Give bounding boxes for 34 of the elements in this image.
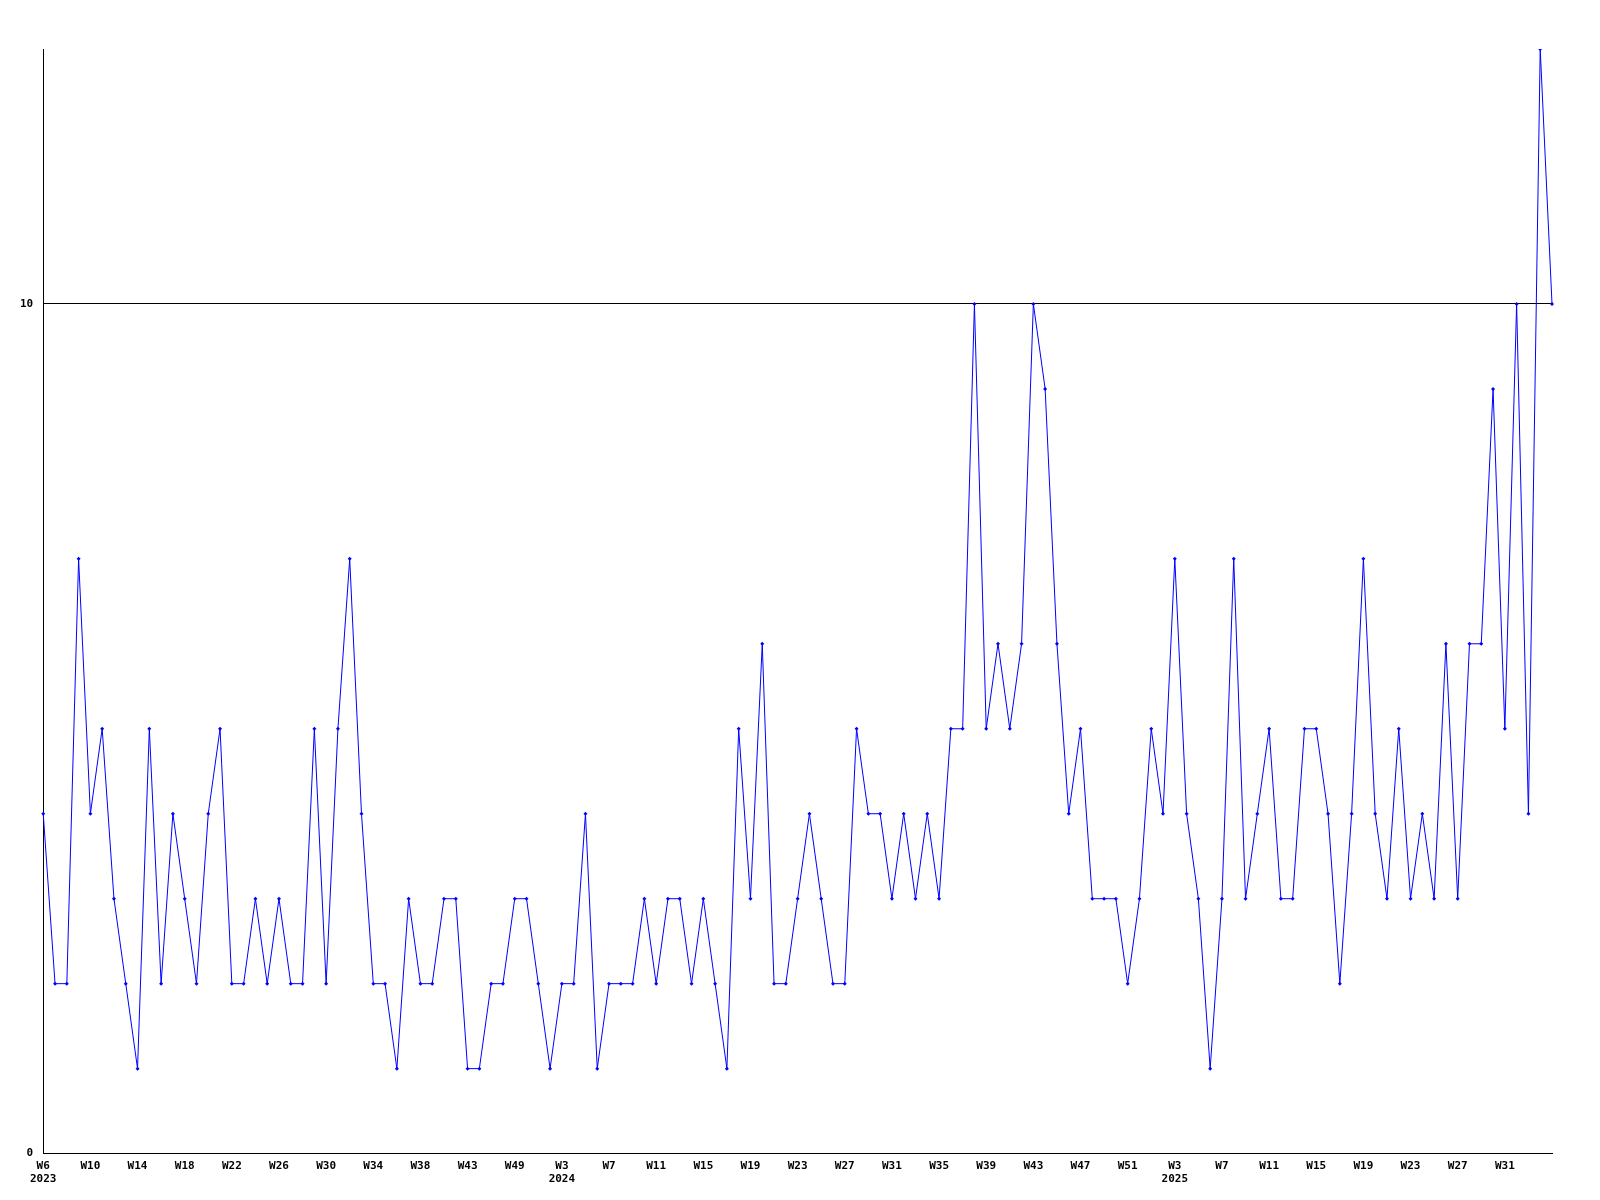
x-tick-label: W15 [693, 1159, 714, 1173]
x-tick-label: W19 [1353, 1159, 1374, 1173]
x-tick-label: W31 [881, 1159, 903, 1173]
x-tick-label: W7 [1215, 1159, 1229, 1173]
x-tick-label: W39 [976, 1159, 997, 1173]
x-tick-label: W49 [504, 1159, 525, 1173]
x-tick-label: W51 [1117, 1159, 1138, 1173]
x-tick-label: W31 [1494, 1159, 1516, 1173]
x-tick-label: W47 [1070, 1159, 1091, 1173]
x-tick-label: W15 [1306, 1159, 1327, 1173]
x-tick-label: W11 [1259, 1159, 1280, 1173]
x-tick-label: W23 [787, 1159, 808, 1173]
x-tick-label: W22 [221, 1159, 242, 1173]
x-tick-label: W14 [127, 1159, 148, 1173]
x-tick-label: W30 [316, 1159, 337, 1173]
x-tick-label: W38 [410, 1159, 431, 1173]
x-tick-label: W7 [602, 1159, 616, 1173]
x-tick-label: W11 [646, 1159, 667, 1173]
x-tick-label: W27 [834, 1159, 855, 1173]
x-tick-label: W43 [457, 1159, 478, 1173]
x-tick-label: W27 [1447, 1159, 1468, 1173]
y-tick-label: 0 [26, 1146, 34, 1160]
x-tick-label: W43 [1023, 1159, 1044, 1173]
x-tick-label: W3 2024 [548, 1159, 576, 1186]
x-tick-label: W10 [80, 1159, 101, 1173]
x-tick-label: W26 [269, 1159, 290, 1173]
x-tick-label: W19 [740, 1159, 761, 1173]
x-tick-label: W18 [174, 1159, 195, 1173]
x-tick-label: W3 2025 [1161, 1159, 1189, 1186]
y-tick-label: 10 [20, 296, 34, 310]
x-tick-label: W35 [929, 1159, 950, 1173]
x-tick-label: W34 [363, 1159, 384, 1173]
x-tick-label: W6 2023 [30, 1159, 57, 1186]
x-tick-label: W23 [1400, 1159, 1421, 1173]
